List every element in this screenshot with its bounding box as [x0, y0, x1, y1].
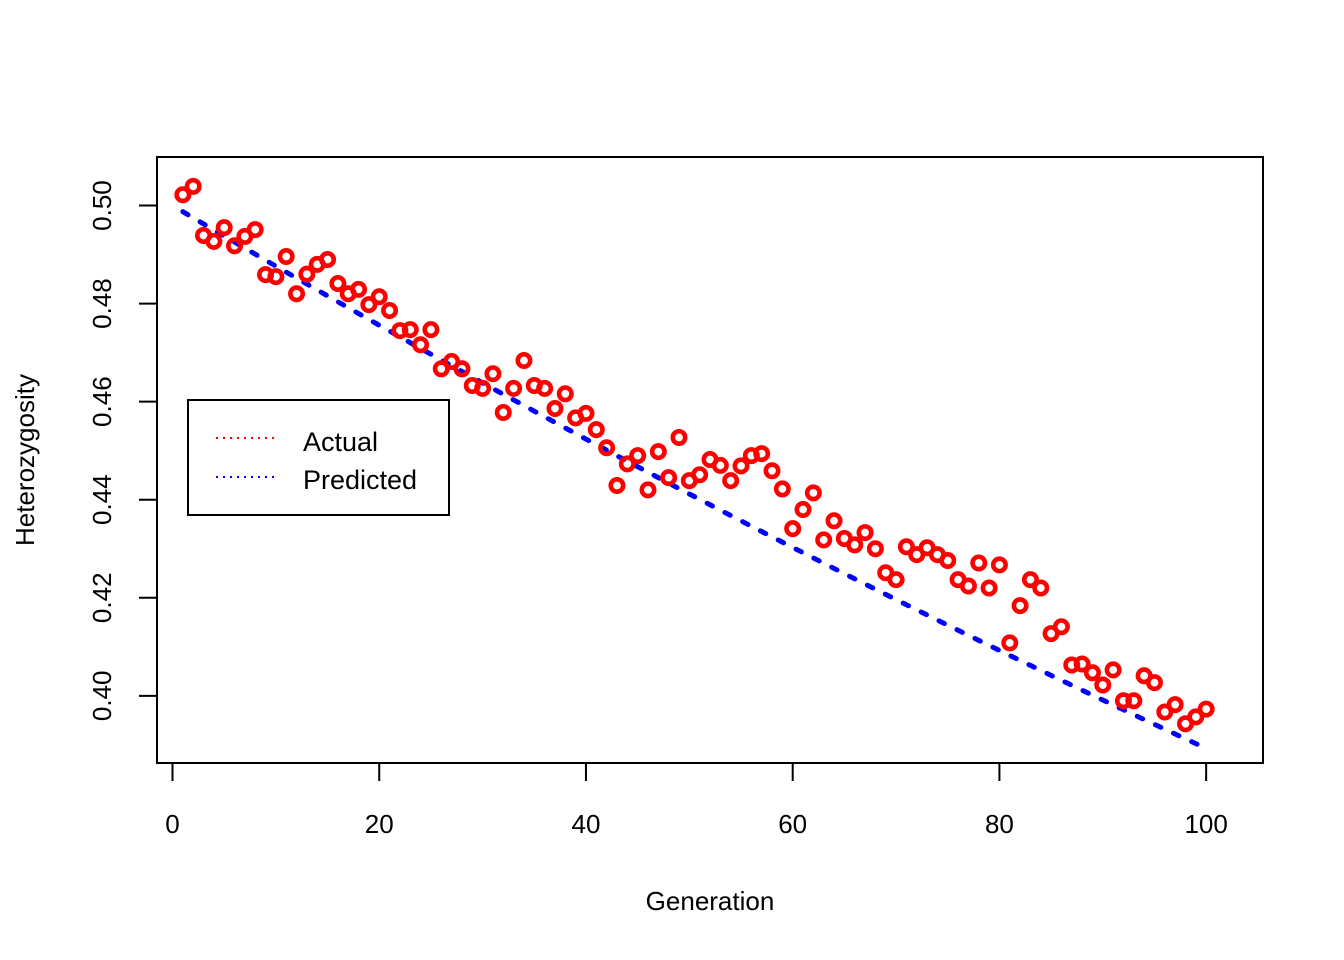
- legend-label-predicted: Predicted: [303, 465, 417, 495]
- actual-point: [649, 443, 667, 461]
- x-axis-title: Generation: [646, 886, 775, 916]
- x-tick-label: 40: [572, 809, 601, 839]
- x-tick-label: 0: [165, 809, 179, 839]
- actual-point: [422, 321, 440, 339]
- actual-point: [773, 480, 791, 498]
- actual-point: [577, 404, 595, 422]
- actual-point: [474, 379, 492, 397]
- legend: Actual Predicted: [187, 399, 450, 516]
- actual-point: [825, 512, 843, 530]
- actual-point: [794, 501, 812, 519]
- actual-point: [1032, 579, 1050, 597]
- actual-point: [174, 186, 192, 204]
- actual-point: [1187, 708, 1205, 726]
- actual-point: [587, 421, 605, 439]
- x-axis: 0 20 40 60 80 100: [165, 762, 1228, 839]
- actual-point: [546, 400, 564, 418]
- actual-point: [1125, 692, 1143, 710]
- actual-point: [370, 288, 388, 306]
- predicted-line: [180, 209, 1209, 751]
- actual-point: [494, 403, 512, 421]
- actual-point: [401, 321, 419, 339]
- actual-point: [670, 428, 688, 446]
- actual-point: [1094, 676, 1112, 694]
- y-tick-label: 0.50: [87, 180, 117, 231]
- actual-point: [939, 552, 957, 570]
- actual-point: [381, 301, 399, 319]
- actual-point: [298, 265, 316, 283]
- actual-point: [1011, 597, 1029, 615]
- actual-point: [866, 540, 884, 558]
- actual-point: [360, 296, 378, 314]
- actual-point: [215, 219, 233, 237]
- legend-box: [187, 399, 450, 516]
- actual-point: [804, 484, 822, 502]
- y-axis-title: Heterozygosity: [10, 374, 40, 546]
- actual-point: [277, 248, 295, 266]
- y-axis: 0.40 0.42 0.44 0.46 0.48 0.50: [87, 180, 157, 721]
- actual-point: [412, 336, 430, 354]
- actual-point: [1052, 618, 1070, 636]
- actual-point: [1001, 634, 1019, 652]
- actual-point: [556, 385, 574, 403]
- actual-point: [515, 351, 533, 369]
- actual-point: [319, 250, 337, 268]
- actual-point: [1073, 655, 1091, 673]
- x-tick-label: 80: [985, 809, 1014, 839]
- actual-point: [1145, 674, 1163, 692]
- actual-point: [484, 365, 502, 383]
- x-tick-label: 60: [778, 809, 807, 839]
- actual-point: [608, 476, 626, 494]
- actual-point: [1083, 664, 1101, 682]
- y-tick-label: 0.48: [87, 278, 117, 329]
- actual-point: [711, 456, 729, 474]
- legend-label-actual: Actual: [303, 427, 378, 457]
- actual-point: [691, 466, 709, 484]
- actual-point: [453, 360, 471, 378]
- actual-point: [598, 439, 616, 457]
- actual-point: [1166, 696, 1184, 714]
- actual-point: [226, 237, 244, 255]
- actual-point: [980, 579, 998, 597]
- y-tick-label: 0.44: [87, 474, 117, 525]
- actual-point: [732, 457, 750, 475]
- actual-point: [897, 538, 915, 556]
- actual-point: [763, 462, 781, 480]
- actual-point: [629, 447, 647, 465]
- y-tick-label: 0.46: [87, 376, 117, 427]
- actual-point: [1197, 700, 1215, 718]
- actual-point: [184, 177, 202, 195]
- y-tick-label: 0.42: [87, 572, 117, 623]
- actual-point: [887, 571, 905, 589]
- actual-point: [1104, 661, 1122, 679]
- actual-point: [246, 221, 264, 239]
- x-tick-label: 100: [1184, 809, 1227, 839]
- actual-point: [618, 455, 636, 473]
- actual-point: [536, 379, 554, 397]
- actual-point: [639, 481, 657, 499]
- actual-point: [660, 469, 678, 487]
- actual-point: [267, 268, 285, 286]
- actual-point: [288, 285, 306, 303]
- actual-point: [350, 280, 368, 298]
- actual-point: [784, 520, 802, 538]
- predicted-series: [180, 209, 1209, 751]
- actual-point: [959, 577, 977, 595]
- x-tick-label: 20: [365, 809, 394, 839]
- actual-point: [970, 554, 988, 572]
- y-tick-label: 0.40: [87, 671, 117, 722]
- actual-point: [990, 556, 1008, 574]
- actual-point: [815, 531, 833, 549]
- actual-point: [505, 379, 523, 397]
- actual-point: [1021, 571, 1039, 589]
- actual-series: [174, 177, 1215, 733]
- actual-point: [329, 274, 347, 292]
- actual-point: [753, 445, 771, 463]
- actual-point: [722, 472, 740, 490]
- actual-point: [856, 524, 874, 542]
- actual-point: [846, 536, 864, 554]
- actual-point: [205, 232, 223, 250]
